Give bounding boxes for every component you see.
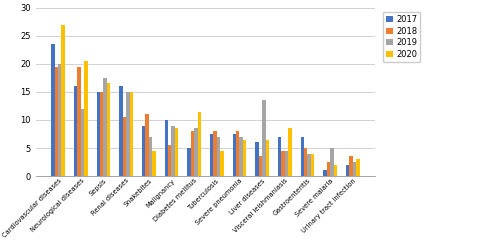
Bar [217,137,220,176]
Bar [104,78,107,176]
Bar [285,151,288,176]
Bar [58,64,61,176]
Bar [172,126,175,176]
Bar [236,131,240,176]
Bar [96,92,100,176]
Bar [122,117,126,176]
Bar [164,120,168,176]
Bar [194,128,198,176]
Bar [146,114,149,176]
Bar [168,145,172,176]
Bar [304,148,308,176]
Bar [356,159,360,176]
Bar [149,137,152,176]
Bar [214,131,217,176]
Bar [190,131,194,176]
Bar [107,83,110,176]
Bar [300,137,304,176]
Bar [142,126,146,176]
Bar [78,67,81,176]
Bar [62,25,65,176]
Bar [84,61,87,176]
Bar [262,100,266,176]
Bar [334,165,337,176]
Bar [240,137,243,176]
Bar [330,148,334,176]
Bar [350,156,353,176]
Bar [120,86,122,176]
Bar [346,165,350,176]
Bar [188,148,190,176]
Bar [311,154,314,176]
Bar [152,151,156,176]
Bar [100,92,103,176]
Bar [126,92,130,176]
Legend: 2017, 2018, 2019, 2020: 2017, 2018, 2019, 2020 [382,12,420,62]
Bar [324,171,326,176]
Bar [81,109,84,176]
Bar [175,128,178,176]
Bar [220,151,224,176]
Bar [52,44,54,176]
Bar [210,134,214,176]
Bar [258,156,262,176]
Bar [288,128,292,176]
Bar [130,92,133,176]
Bar [243,140,246,176]
Bar [282,151,285,176]
Bar [232,134,236,176]
Bar [256,142,258,176]
Bar [353,162,356,176]
Bar [198,112,201,176]
Bar [278,137,281,176]
Bar [74,86,78,176]
Bar [266,140,269,176]
Bar [326,162,330,176]
Bar [308,154,311,176]
Bar [54,67,58,176]
